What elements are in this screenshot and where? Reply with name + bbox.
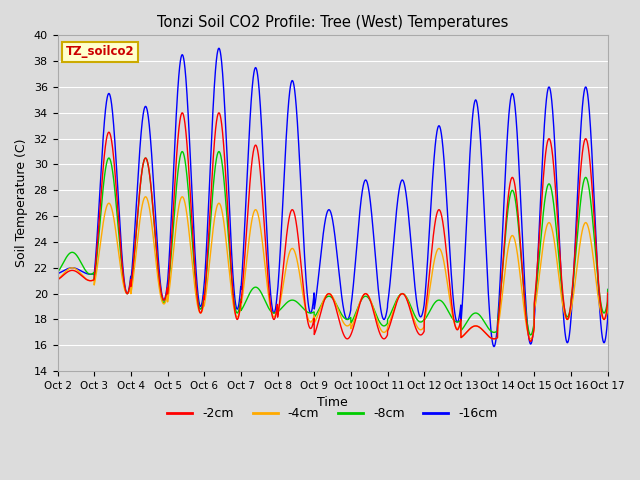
-8cm bbox=[54, 269, 61, 275]
-4cm bbox=[273, 308, 280, 314]
-16cm bbox=[236, 290, 244, 296]
-4cm bbox=[604, 290, 612, 296]
-8cm bbox=[604, 287, 612, 292]
Line: -8cm: -8cm bbox=[58, 152, 608, 335]
-8cm bbox=[318, 300, 326, 306]
-8cm bbox=[527, 332, 534, 338]
-16cm bbox=[388, 264, 396, 270]
-4cm bbox=[236, 307, 244, 313]
-2cm bbox=[388, 317, 396, 323]
-4cm bbox=[490, 336, 498, 342]
-16cm bbox=[273, 297, 280, 302]
Line: -16cm: -16cm bbox=[58, 48, 608, 347]
-2cm bbox=[179, 110, 186, 116]
-16cm bbox=[490, 344, 498, 349]
-8cm bbox=[273, 309, 280, 314]
-2cm bbox=[163, 286, 171, 292]
Line: -4cm: -4cm bbox=[58, 197, 608, 339]
-2cm bbox=[579, 144, 587, 150]
-8cm bbox=[236, 300, 244, 306]
-16cm bbox=[604, 287, 612, 292]
-2cm bbox=[604, 290, 612, 296]
-16cm bbox=[318, 241, 326, 247]
Y-axis label: Soil Temperature (C): Soil Temperature (C) bbox=[15, 139, 28, 267]
-4cm bbox=[54, 276, 61, 282]
-2cm bbox=[318, 305, 326, 311]
-16cm bbox=[579, 96, 587, 102]
X-axis label: Time: Time bbox=[317, 396, 348, 409]
-2cm bbox=[236, 304, 244, 310]
-8cm bbox=[163, 288, 171, 294]
-16cm bbox=[163, 282, 171, 288]
-8cm bbox=[579, 181, 587, 187]
-16cm bbox=[54, 271, 61, 276]
Legend: -2cm, -4cm, -8cm, -16cm: -2cm, -4cm, -8cm, -16cm bbox=[163, 402, 503, 425]
-2cm bbox=[273, 307, 280, 313]
-4cm bbox=[579, 224, 587, 230]
Line: -2cm: -2cm bbox=[58, 113, 608, 341]
-8cm bbox=[388, 309, 396, 315]
-4cm bbox=[388, 314, 396, 320]
-2cm bbox=[527, 338, 534, 344]
-8cm bbox=[179, 149, 186, 155]
Title: Tonzi Soil CO2 Profile: Tree (West) Temperatures: Tonzi Soil CO2 Profile: Tree (West) Temp… bbox=[157, 15, 508, 30]
-4cm bbox=[141, 194, 149, 200]
Text: TZ_soilco2: TZ_soilco2 bbox=[66, 46, 134, 59]
-2cm bbox=[54, 277, 61, 283]
-4cm bbox=[318, 301, 326, 307]
-4cm bbox=[164, 292, 172, 298]
-16cm bbox=[215, 46, 223, 51]
